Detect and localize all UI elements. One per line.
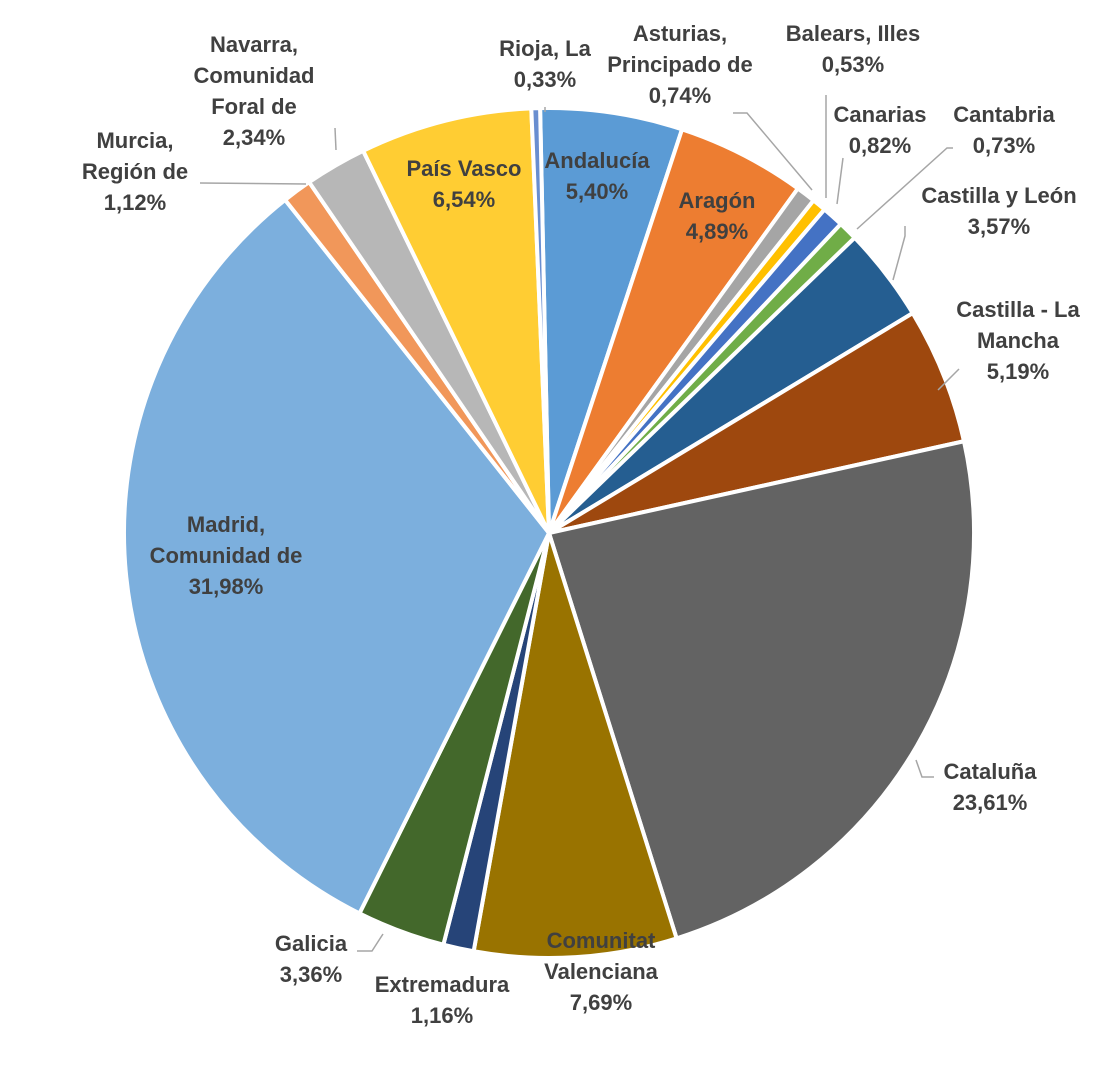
slice-label-castilla-y-leon: Castilla y León 3,57% bbox=[921, 183, 1076, 239]
slice-label-canarias: Canarias 0,82% bbox=[834, 102, 927, 158]
slice-label-cantabria: Cantabria 0,73% bbox=[953, 102, 1055, 158]
value-label: 0,33% bbox=[514, 67, 576, 92]
category-label: Principado de bbox=[607, 52, 752, 77]
leader-line-castilla-la-mancha bbox=[937, 368, 960, 391]
category-label: Castilla - La bbox=[956, 297, 1080, 322]
slice-madrid-comunidad-de bbox=[122, 197, 551, 916]
category-label: Galicia bbox=[275, 931, 348, 956]
leader-lines bbox=[199, 95, 960, 952]
category-label: Cataluña bbox=[944, 759, 1038, 784]
slice-label-extremadura: Extremadura 1,16% bbox=[375, 972, 510, 1028]
pie-slices bbox=[122, 106, 976, 960]
slice-label-navarra-comunidad-foral-de: Navarra, Comunidad Foral de 2,34% bbox=[194, 32, 315, 150]
leader-line-castilla-y-leon bbox=[892, 226, 906, 281]
slice-label-comunitat-valenciana: Comunitat Valenciana 7,69% bbox=[544, 928, 659, 1015]
value-label: 6,54% bbox=[433, 187, 495, 212]
category-label: Andalucía bbox=[544, 148, 650, 173]
value-label: 0,74% bbox=[649, 83, 711, 108]
category-label: Murcia, bbox=[96, 128, 173, 153]
slice-labels: Andalucía 5,40% Aragón 4,89% Asturias, Princi… bbox=[82, 21, 1081, 1028]
slice-label-galicia: Galicia 3,36% bbox=[275, 931, 348, 987]
slice-label-cataluna: Cataluña 23,61% bbox=[944, 759, 1038, 815]
category-label: Foral de bbox=[211, 94, 297, 119]
category-label: Castilla y León bbox=[921, 183, 1076, 208]
value-label: 3,36% bbox=[280, 962, 342, 987]
slice-label-asturias-principado-de: Asturias, Principado de 0,74% bbox=[607, 21, 752, 108]
slice-label-aragon: Aragón 4,89% bbox=[679, 188, 756, 244]
category-label: Región de bbox=[82, 159, 188, 184]
category-label: Rioja, La bbox=[499, 36, 591, 61]
slice-castilla-la-mancha bbox=[547, 311, 966, 535]
category-label: Extremadura bbox=[375, 972, 510, 997]
category-label: Madrid, bbox=[187, 512, 265, 537]
category-label: Asturias, bbox=[633, 21, 727, 46]
leader-line-galicia bbox=[357, 933, 384, 952]
category-label: Valenciana bbox=[544, 959, 659, 984]
value-label: 7,69% bbox=[570, 990, 632, 1015]
slice-label-murcia-region-de: Murcia, Región de 1,12% bbox=[82, 128, 188, 215]
category-label: Comunidad de bbox=[150, 543, 303, 568]
value-label: 1,12% bbox=[104, 190, 166, 215]
value-label: 4,89% bbox=[686, 219, 748, 244]
category-label: Navarra, bbox=[210, 32, 298, 57]
value-label: 0,53% bbox=[822, 52, 884, 77]
value-label: 31,98% bbox=[189, 574, 264, 599]
slice-rioja-la bbox=[529, 106, 551, 535]
slice-comunitat-valenciana bbox=[471, 531, 679, 960]
leader-line-navarra-comunidad-foral-de bbox=[334, 127, 337, 151]
leader-line-canarias bbox=[836, 157, 844, 205]
value-label: 0,82% bbox=[849, 133, 911, 158]
slice-andalucia bbox=[538, 106, 685, 535]
leader-line-cantabria bbox=[856, 147, 953, 230]
value-label: 3,57% bbox=[968, 214, 1030, 239]
leader-line-cataluna bbox=[915, 759, 934, 778]
slice-label-rioja-la: Rioja, La 0,33% bbox=[499, 36, 591, 92]
category-label: Canarias bbox=[834, 102, 927, 127]
value-label: 23,61% bbox=[953, 790, 1028, 815]
category-label: Cantabria bbox=[953, 102, 1055, 127]
category-label: Comunidad bbox=[194, 63, 315, 88]
value-label: 1,16% bbox=[411, 1003, 473, 1028]
leader-line-murcia-region-de bbox=[199, 182, 307, 185]
slice-pais-vasco bbox=[361, 106, 551, 535]
slice-label-balears-illes: Balears, Illes 0,53% bbox=[786, 21, 921, 77]
category-label: Aragón bbox=[679, 188, 756, 213]
slice-label-castilla-la-mancha: Castilla - La Mancha 5,19% bbox=[956, 297, 1080, 384]
category-label: Comunitat bbox=[547, 928, 656, 953]
category-label: Mancha bbox=[977, 328, 1060, 353]
category-label: País Vasco bbox=[407, 156, 522, 181]
slice-label-madrid-comunidad-de: Madrid, Comunidad de 31,98% bbox=[150, 512, 303, 599]
category-label: Balears, Illes bbox=[786, 21, 921, 46]
slice-cataluna bbox=[547, 439, 976, 941]
value-label: 5,19% bbox=[987, 359, 1049, 384]
slice-label-pais-vasco: País Vasco 6,54% bbox=[407, 156, 522, 212]
value-label: 2,34% bbox=[223, 125, 285, 150]
value-label: 5,40% bbox=[566, 179, 628, 204]
value-label: 0,73% bbox=[973, 133, 1035, 158]
slice-label-andalucia: Andalucía 5,40% bbox=[544, 148, 650, 204]
leader-line-asturias-principado-de bbox=[733, 112, 813, 191]
